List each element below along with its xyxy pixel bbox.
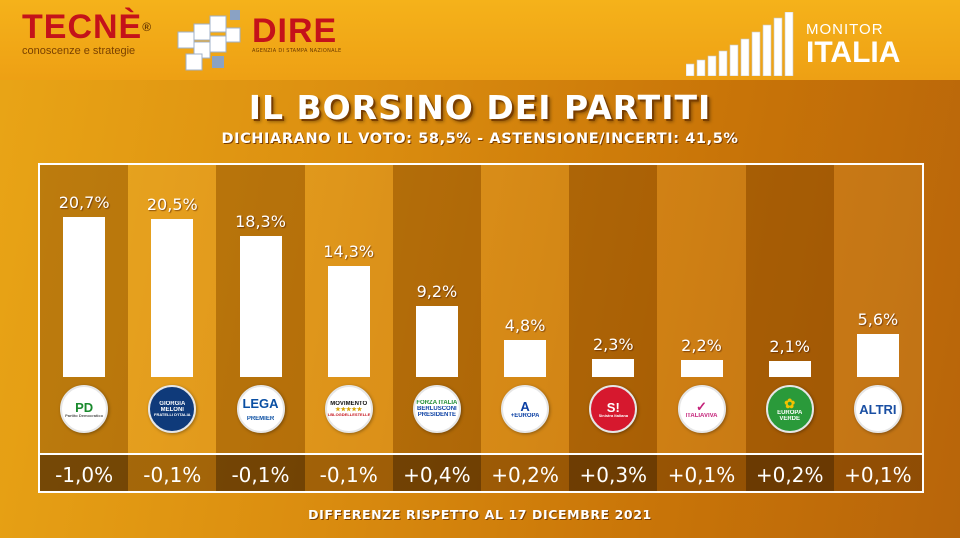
party-logo-text: GIORGIA [159,401,186,407]
chart-subtitle: DICHIARANO IL VOTO: 58,5% - ASTENSIONE/I… [221,131,739,147]
chart-footer: DIFFERENZE RISPETTO AL 17 DICEMBRE 2021 [308,507,652,522]
bar-value-label: 14,3% [323,242,375,261]
dire-name: DIRE [252,12,338,50]
bar [63,217,106,377]
party-logo-text: MOVIMENTO [330,401,368,407]
bar [415,306,458,377]
italia-viva-logo-icon: ✓ ITALIAVIVA [677,385,726,433]
party-logo-text: ✿ [784,396,796,410]
tecne-logo: TECNÈ® conoscenze e strategie [22,10,152,57]
party-logo-text: ★★★★★ [335,407,363,413]
party-logo-text: Sinistra Italiana [598,413,629,418]
party-logo-text: PD [75,400,94,414]
fdi-logo-icon: GIORGIA MELONI FRATELLI D'ITALIA [148,385,197,433]
difference-value: -1,0% [40,453,129,491]
party-logo-text: ILBLOGDELLESTELLE.IT [326,413,371,417]
bar [768,361,811,377]
bar-value-label: 9,2% [416,282,458,301]
tecne-name: TECNÈ [22,8,143,46]
bar [151,219,194,377]
difference-value: +0,1% [657,453,746,491]
m5s-logo-icon: MOVIMENTO ★★★★★ ILBLOGDELLESTELLE.IT [324,385,373,433]
party-logo-text: ✓ [696,399,707,413]
party-logo-text: A [520,399,530,413]
tecne-tagline: conoscenze e strategie [22,45,136,57]
party-logo-text: ALTRI [859,402,897,416]
difference-value: +0,2% [481,453,570,491]
party-logo-text: FRATELLI D'ITALIA [154,413,191,417]
bar-value-label: 20,5% [146,195,198,214]
altri-logo-icon: ALTRI [853,385,902,433]
party-logo-text: PRESIDENTE [417,412,457,418]
difference-value: +0,3% [569,453,658,491]
party-logo-text: VERDE [779,415,801,422]
bar [592,359,635,377]
difference-value: +0,1% [833,453,922,491]
bar [327,266,370,377]
party-logo-text: +EUROPA [510,412,540,419]
bar [504,340,547,377]
monitor-bars-icon [686,12,794,76]
difference-value: -0,1% [128,453,217,491]
party-logo-text: ITALIAVIVA [685,412,718,419]
party-logo-text: EUROPA [777,409,803,416]
header-bar: TECNÈ® conoscenze e strategie DIRE AGENZ… [0,0,960,80]
sinistra-italiana-logo-icon: S! Sinistra Italiana [589,385,638,433]
difference-value: -0,1% [304,453,393,491]
dire-logo: DIRE AGENZIA DI STAMPA NAZIONALE [252,14,341,54]
bar [856,334,899,377]
bar-value-label: 2,2% [681,336,722,355]
dire-tagline: AGENZIA DI STAMPA NAZIONALE [252,48,342,54]
difference-value: +0,4% [392,453,481,491]
party-logo-text: BERLUSCONI [417,406,457,412]
difference-value: -0,1% [216,453,305,491]
party-logo-text: S! [606,400,620,414]
bar-value-label: 5,6% [857,310,899,329]
italia-label: ITALIA [806,36,901,69]
chart-title: IL BORSINO DEI PARTITI [248,88,712,127]
forza-italia-logo-icon: FORZA ITALIA BERLUSCONI PRESIDENTE [412,385,461,433]
pd-logo-icon: PD Partito Democratico [60,385,109,433]
monitor-label: MONITOR [806,21,884,38]
party-logo-text: MELONI [160,407,184,413]
bar-value-label: 2,3% [592,335,634,354]
europa-verde-logo-icon: ✿ EUROPA VERDE [765,385,814,433]
party-logo-text: FORZA ITALIA [416,400,458,406]
bar-value-label: 20,7% [58,193,110,212]
bar-value-label: 4,8% [504,316,546,335]
party-logo-text: PREMIER [246,415,275,422]
chart-area: 20,7% PD Partito Democratico -1,0% 20,5% GIOR… [38,163,924,493]
cubes-logo-icon [177,10,241,71]
party-logo-text: SALVINI [248,409,273,416]
bar [680,360,723,377]
bar [239,236,282,377]
azione-logo-icon: A +EUROPA [501,385,550,433]
party-logo-text: LEGA [242,396,279,410]
bar-value-label: 2,1% [769,337,811,356]
difference-value: +0,2% [745,453,834,491]
party-logo-text: Partito Democratico [65,413,104,418]
lega-logo-icon: LEGA SALVINI PREMIER [236,385,285,433]
tecne-registered-mark: ® [142,20,153,34]
monitor-italia-logo: MONITOR ITALIA [806,22,900,68]
bar-value-label: 18,3% [235,212,286,231]
